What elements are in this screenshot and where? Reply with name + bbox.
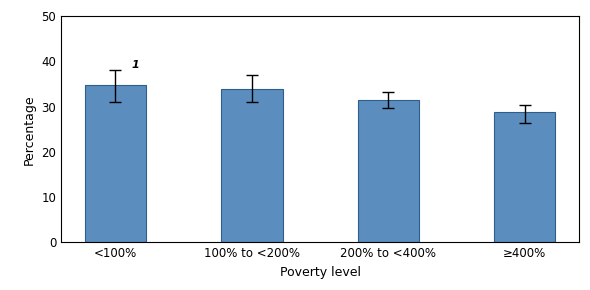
Bar [358,100,419,242]
Y-axis label: Percentage: Percentage [23,94,36,165]
Bar [85,85,146,242]
Bar [221,89,283,242]
X-axis label: Poverty level: Poverty level [280,266,360,279]
Bar [494,112,555,242]
Text: 1: 1 [132,59,140,70]
